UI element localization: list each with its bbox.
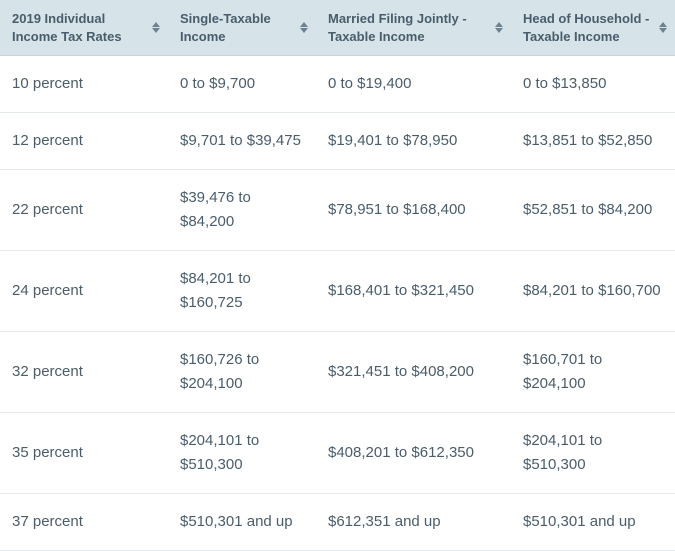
cell-mfj: $19,401 to $78,950: [316, 113, 511, 170]
table-header: 2019 Individual Income Tax Rates Single-…: [0, 0, 675, 56]
table-row: 10 percent 0 to $9,700 0 to $19,400 0 to…: [0, 56, 675, 113]
cell-hoh: $52,851 to $84,200: [511, 170, 675, 251]
cell-hoh: $84,201 to $160,700: [511, 251, 675, 332]
column-header-label: Head of Household - Taxable Income: [523, 10, 655, 45]
sort-icon[interactable]: [152, 22, 160, 33]
cell-single: 0 to $9,700: [168, 56, 316, 113]
column-header-hoh[interactable]: Head of Household - Taxable Income: [511, 0, 675, 56]
cell-rate: 22 percent: [0, 170, 168, 251]
cell-mfj: $612,351 and up: [316, 494, 511, 551]
cell-mfj: 0 to $19,400: [316, 56, 511, 113]
cell-single: $39,476 to $84,200: [168, 170, 316, 251]
cell-rate: 24 percent: [0, 251, 168, 332]
cell-mfj: $408,201 to $612,350: [316, 413, 511, 494]
column-header-rate[interactable]: 2019 Individual Income Tax Rates: [0, 0, 168, 56]
cell-rate: 37 percent: [0, 494, 168, 551]
cell-hoh: 0 to $13,850: [511, 56, 675, 113]
column-header-single[interactable]: Single-Taxable Income: [168, 0, 316, 56]
cell-hoh: $510,301 and up: [511, 494, 675, 551]
cell-mfj: $78,951 to $168,400: [316, 170, 511, 251]
cell-hoh: $204,101 to $510,300: [511, 413, 675, 494]
sort-icon[interactable]: [300, 22, 308, 33]
cell-mfj: $321,451 to $408,200: [316, 332, 511, 413]
cell-single: $84,201 to $160,725: [168, 251, 316, 332]
cell-rate: 35 percent: [0, 413, 168, 494]
tax-brackets-table: 2019 Individual Income Tax Rates Single-…: [0, 0, 675, 551]
column-header-label: Married Filing Jointly - Taxable Income: [328, 10, 491, 45]
sort-icon[interactable]: [659, 22, 667, 33]
cell-hoh: $160,701 to $204,100: [511, 332, 675, 413]
cell-mfj: $168,401 to $321,450: [316, 251, 511, 332]
cell-single: $9,701 to $39,475: [168, 113, 316, 170]
table-row: 22 percent $39,476 to $84,200 $78,951 to…: [0, 170, 675, 251]
cell-single: $204,101 to $510,300: [168, 413, 316, 494]
cell-single: $160,726 to $204,100: [168, 332, 316, 413]
sort-icon[interactable]: [495, 22, 503, 33]
cell-rate: 10 percent: [0, 56, 168, 113]
column-header-label: Single-Taxable Income: [180, 10, 296, 45]
cell-single: $510,301 and up: [168, 494, 316, 551]
column-header-label: 2019 Individual Income Tax Rates: [12, 10, 148, 45]
cell-rate: 12 percent: [0, 113, 168, 170]
cell-hoh: $13,851 to $52,850: [511, 113, 675, 170]
table-row: 35 percent $204,101 to $510,300 $408,201…: [0, 413, 675, 494]
table-row: 37 percent $510,301 and up $612,351 and …: [0, 494, 675, 551]
column-header-mfj[interactable]: Married Filing Jointly - Taxable Income: [316, 0, 511, 56]
cell-rate: 32 percent: [0, 332, 168, 413]
table-body: 10 percent 0 to $9,700 0 to $19,400 0 to…: [0, 56, 675, 551]
table-row: 32 percent $160,726 to $204,100 $321,451…: [0, 332, 675, 413]
table-row: 12 percent $9,701 to $39,475 $19,401 to …: [0, 113, 675, 170]
table-row: 24 percent $84,201 to $160,725 $168,401 …: [0, 251, 675, 332]
